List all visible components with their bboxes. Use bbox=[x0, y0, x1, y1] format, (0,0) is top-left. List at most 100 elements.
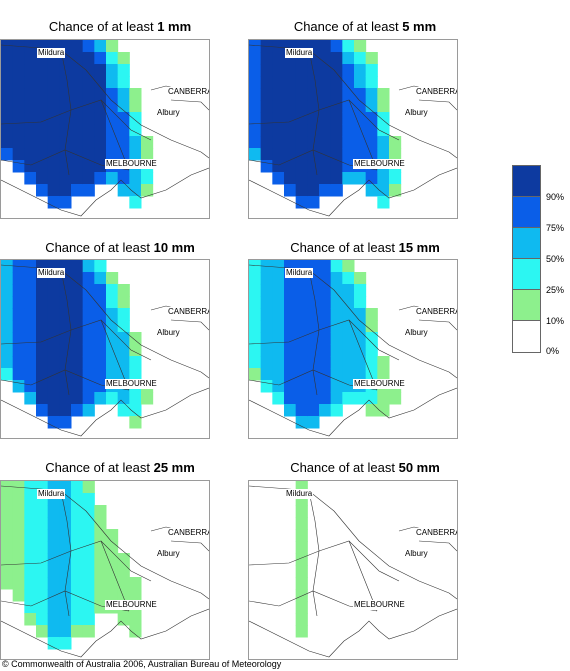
boundary-line bbox=[249, 485, 450, 594]
probability-cell bbox=[94, 380, 107, 393]
probability-cell bbox=[24, 40, 37, 53]
probability-cell bbox=[260, 64, 273, 77]
probability-cell bbox=[1, 565, 14, 578]
probability-cell bbox=[330, 260, 343, 273]
probability-cell bbox=[82, 332, 95, 345]
probability-cell bbox=[117, 332, 130, 345]
probability-cell bbox=[141, 148, 154, 161]
probability-cell bbox=[12, 541, 25, 554]
probability-cell bbox=[365, 356, 378, 369]
probability-cell bbox=[295, 356, 308, 369]
legend-swatch-90 bbox=[513, 166, 540, 197]
probability-cell bbox=[307, 160, 320, 173]
probability-cell bbox=[249, 136, 262, 149]
probability-cell bbox=[117, 577, 130, 590]
probability-cell bbox=[129, 356, 142, 369]
probability-cell bbox=[117, 404, 130, 417]
probability-cell bbox=[260, 368, 273, 381]
probability-cell bbox=[330, 76, 343, 89]
probability-cell bbox=[36, 404, 49, 417]
probability-cell bbox=[59, 613, 72, 626]
probability-cell bbox=[106, 172, 119, 185]
probability-cell bbox=[249, 88, 262, 101]
probability-cell bbox=[24, 589, 37, 602]
probability-cell bbox=[71, 541, 84, 554]
probability-cell bbox=[342, 284, 355, 297]
probability-cell bbox=[12, 565, 25, 578]
probability-cell bbox=[82, 368, 95, 381]
probability-cell bbox=[330, 344, 343, 357]
probability-cell bbox=[24, 260, 37, 273]
probability-cell bbox=[94, 148, 107, 161]
probability-cell bbox=[330, 100, 343, 113]
probability-cell bbox=[365, 404, 378, 417]
probability-cell bbox=[129, 344, 142, 357]
probability-cell bbox=[377, 88, 390, 101]
probability-cell bbox=[24, 332, 37, 345]
boundary-line bbox=[308, 49, 320, 176]
probability-cell bbox=[129, 88, 142, 101]
probability-cell bbox=[260, 52, 273, 65]
probability-cell bbox=[36, 368, 49, 381]
probability-cell bbox=[389, 184, 402, 197]
probability-cell bbox=[36, 296, 49, 309]
probability-cell bbox=[354, 356, 367, 369]
probability-cell bbox=[284, 64, 297, 77]
probability-cell bbox=[94, 601, 107, 614]
boundary-line bbox=[200, 151, 209, 159]
probability-cell bbox=[272, 40, 285, 53]
probability-cell bbox=[71, 88, 84, 101]
probability-cell bbox=[365, 148, 378, 161]
probability-cell bbox=[12, 76, 25, 89]
probability-cell bbox=[260, 332, 273, 345]
probability-cell bbox=[342, 148, 355, 161]
city-label-mildura: Mildura bbox=[285, 268, 314, 278]
probability-cell bbox=[82, 284, 95, 297]
probability-cell bbox=[82, 392, 95, 405]
probability-cell bbox=[117, 553, 130, 566]
probability-cell bbox=[47, 64, 60, 77]
probability-cell bbox=[36, 160, 49, 173]
probability-cell bbox=[94, 368, 107, 381]
probability-cell bbox=[59, 100, 72, 113]
probability-cell bbox=[94, 136, 107, 149]
probability-cell bbox=[106, 112, 119, 125]
probability-cell bbox=[12, 272, 25, 285]
probability-cell bbox=[12, 344, 25, 357]
panel-title: Chance of at least 5 mm bbox=[293, 19, 437, 34]
probability-cell bbox=[260, 112, 273, 125]
probability-cell bbox=[106, 589, 119, 602]
boundary-line bbox=[249, 99, 400, 141]
probability-cell bbox=[36, 172, 49, 185]
city-label-canberra: CANBERRA bbox=[167, 307, 209, 317]
legend-label: 10% bbox=[546, 316, 565, 326]
probability-cell bbox=[272, 52, 285, 65]
probability-cell bbox=[47, 517, 60, 530]
probability-cell bbox=[330, 148, 343, 161]
probability-cell bbox=[106, 356, 119, 369]
probability-cell bbox=[71, 40, 84, 53]
probability-cell bbox=[117, 320, 130, 333]
probability-cell bbox=[249, 344, 262, 357]
probability-cell bbox=[295, 160, 308, 173]
probability-cell bbox=[71, 160, 84, 173]
map-canvas bbox=[249, 481, 457, 658]
probability-cell bbox=[249, 76, 262, 89]
probability-cell bbox=[272, 172, 285, 185]
probability-cell bbox=[295, 88, 308, 101]
probability-cell bbox=[342, 124, 355, 137]
boundary-line bbox=[308, 269, 320, 396]
probability-cell bbox=[47, 88, 60, 101]
probability-cell bbox=[59, 404, 72, 417]
map-canvas bbox=[249, 260, 457, 437]
probability-cell bbox=[82, 481, 95, 494]
probability-cell bbox=[319, 124, 332, 137]
probability-cell bbox=[342, 296, 355, 309]
boundary-line bbox=[249, 167, 457, 217]
probability-cell bbox=[106, 124, 119, 137]
probability-cell bbox=[272, 368, 285, 381]
probability-cell bbox=[82, 553, 95, 566]
probability-cell bbox=[24, 52, 37, 65]
probability-cell bbox=[47, 356, 60, 369]
probability-cell bbox=[117, 172, 130, 185]
